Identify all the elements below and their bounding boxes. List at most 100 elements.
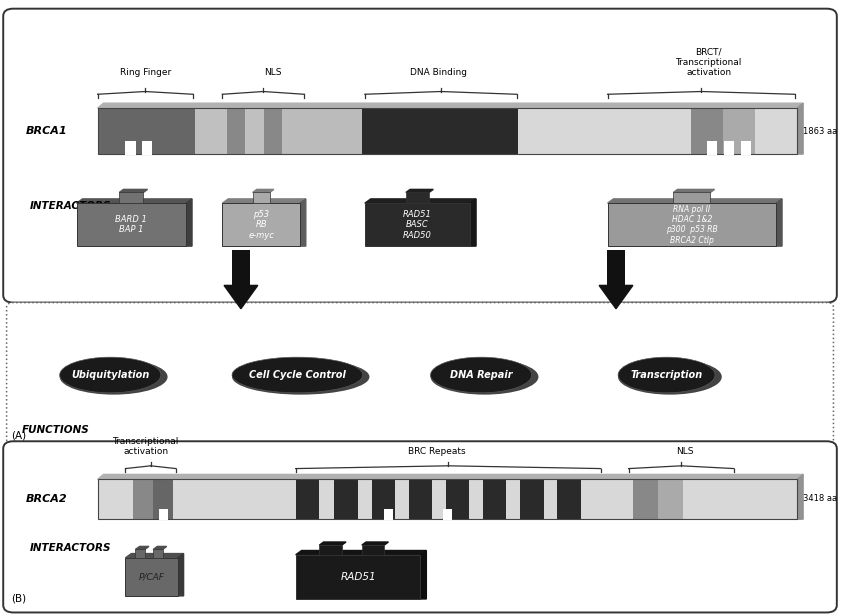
Polygon shape [153, 546, 167, 549]
Bar [396, 479, 408, 519]
Ellipse shape [232, 357, 363, 393]
Bar [446, 479, 469, 519]
Bar [252, 192, 269, 203]
Ellipse shape [430, 357, 532, 393]
Bar [159, 509, 168, 520]
Text: BARD 1
BAP 1: BARD 1 BAP 1 [115, 215, 147, 234]
Polygon shape [76, 199, 192, 203]
Bar [365, 203, 470, 246]
Text: P/CAF: P/CAF [139, 573, 164, 581]
Bar [358, 479, 372, 519]
Bar [319, 545, 342, 555]
Bar [673, 192, 711, 203]
Bar [607, 203, 776, 246]
Ellipse shape [59, 357, 161, 393]
Polygon shape [420, 550, 426, 599]
Bar [544, 479, 557, 519]
Bar [97, 479, 797, 519]
Polygon shape [607, 199, 782, 203]
Bar [469, 479, 483, 519]
Bar [174, 479, 296, 519]
Text: Cell Cycle Control: Cell Cycle Control [249, 370, 346, 380]
Text: BRC Repeats: BRC Repeats [408, 447, 466, 456]
Bar [691, 108, 723, 154]
Polygon shape [319, 542, 346, 545]
Bar [518, 108, 691, 154]
Ellipse shape [232, 359, 369, 395]
FancyBboxPatch shape [7, 303, 833, 444]
Text: Transcription: Transcription [630, 370, 703, 380]
Text: Ring Finger: Ring Finger [120, 68, 171, 77]
Ellipse shape [430, 359, 539, 395]
Polygon shape [186, 199, 192, 246]
Polygon shape [406, 189, 434, 192]
Text: 1863 aa: 1863 aa [803, 127, 838, 136]
Polygon shape [470, 199, 476, 246]
Polygon shape [797, 474, 803, 519]
Polygon shape [300, 199, 306, 246]
Text: INTERACTORS: INTERACTORS [30, 201, 112, 212]
Text: RAD51: RAD51 [340, 572, 376, 582]
Polygon shape [599, 285, 633, 309]
Polygon shape [136, 546, 149, 549]
Bar [741, 141, 750, 155]
Polygon shape [776, 199, 782, 246]
Polygon shape [125, 554, 184, 558]
Bar [97, 479, 133, 519]
Bar [319, 479, 335, 519]
Ellipse shape [59, 359, 168, 395]
Bar [125, 558, 178, 596]
Text: INTERACTORS: INTERACTORS [30, 543, 112, 553]
Text: BRCT/
Transcriptional
activation: BRCT/ Transcriptional activation [676, 47, 742, 77]
Bar [142, 141, 152, 155]
Ellipse shape [618, 357, 715, 393]
Bar [507, 479, 520, 519]
Bar [363, 108, 518, 154]
Bar [557, 479, 580, 519]
Bar [296, 555, 420, 599]
Bar [362, 545, 385, 555]
Bar [223, 203, 300, 246]
Bar [282, 108, 363, 154]
Bar [97, 108, 797, 154]
Polygon shape [178, 554, 184, 596]
Polygon shape [224, 285, 257, 309]
Text: FUNCTIONS: FUNCTIONS [22, 424, 90, 435]
Bar [633, 479, 658, 519]
Bar [125, 141, 136, 155]
Bar [119, 192, 143, 203]
Bar [483, 479, 507, 519]
Text: p53
RB
e-myc: p53 RB e-myc [248, 210, 274, 240]
Polygon shape [119, 189, 147, 192]
Bar [97, 479, 797, 519]
Bar [408, 479, 432, 519]
Text: (A): (A) [11, 430, 26, 440]
Bar [372, 479, 396, 519]
Text: Transcriptional
activation: Transcriptional activation [113, 437, 179, 456]
Bar [195, 108, 227, 154]
Bar [231, 250, 250, 285]
Text: NLS: NLS [264, 68, 282, 77]
Polygon shape [97, 474, 803, 479]
Text: 3418 aa: 3418 aa [803, 494, 837, 504]
Bar [136, 549, 145, 558]
Bar [520, 479, 544, 519]
Bar [296, 479, 319, 519]
Bar [658, 479, 684, 519]
Bar [580, 479, 633, 519]
Text: BRCA1: BRCA1 [26, 127, 68, 137]
Bar [684, 479, 797, 519]
Text: (B): (B) [11, 594, 26, 604]
Text: RAD51
BASC
RAD50: RAD51 BASC RAD50 [403, 210, 432, 240]
Polygon shape [797, 103, 803, 154]
Text: DNA Repair: DNA Repair [450, 370, 512, 380]
Bar [227, 108, 245, 154]
Bar [133, 479, 153, 519]
Text: NLS: NLS [677, 447, 694, 456]
FancyBboxPatch shape [3, 442, 837, 613]
Bar [432, 479, 446, 519]
Bar [707, 141, 717, 155]
Bar [76, 203, 186, 246]
Text: DNA Binding: DNA Binding [411, 68, 468, 77]
Polygon shape [223, 199, 306, 203]
